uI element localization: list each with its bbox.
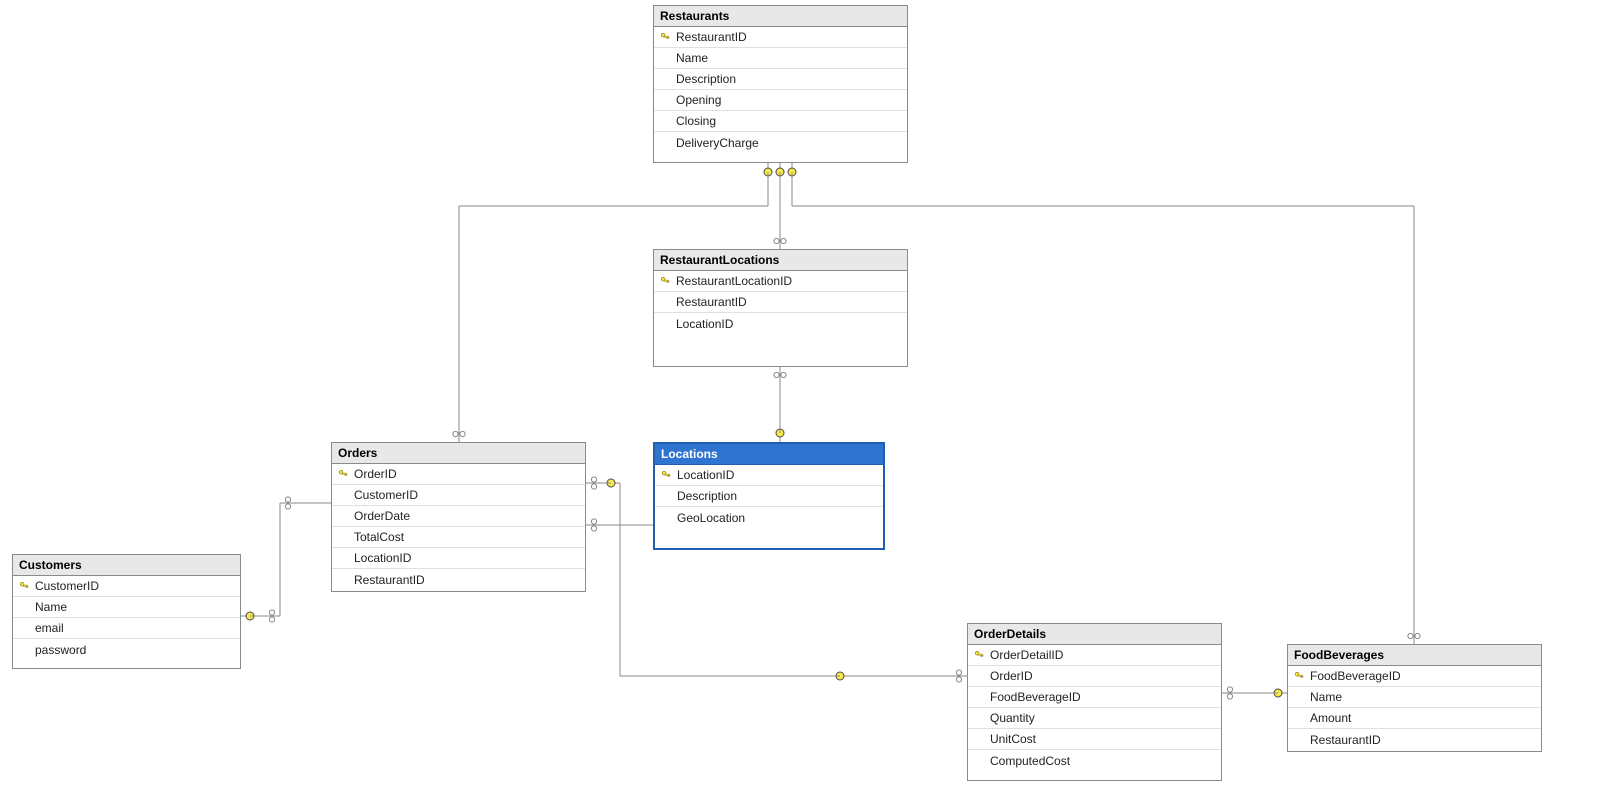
columns-list: OrderDetailID OrderID FoodBeverageID Quanti… (968, 645, 1221, 771)
column-name: RestaurantID (676, 295, 901, 309)
column-name: LocationID (676, 317, 901, 331)
column-name: Name (35, 600, 234, 614)
column-name: Description (676, 72, 901, 86)
column-row[interactable]: FoodBeverageID (1288, 666, 1541, 687)
column-row[interactable]: UnitCost (968, 729, 1221, 750)
column-name: Name (676, 51, 901, 65)
entity-title[interactable]: Restaurants (654, 6, 907, 27)
entity-title[interactable]: Locations (655, 444, 883, 465)
column-row[interactable]: Quantity (968, 708, 1221, 729)
column-row[interactable]: Name (1288, 687, 1541, 708)
column-row[interactable]: GeoLocation (655, 507, 883, 528)
column-name: RestaurantID (1310, 733, 1535, 747)
column-row[interactable]: Name (654, 48, 907, 69)
column-name: CustomerID (354, 488, 579, 502)
column-row[interactable]: RestaurantID (654, 27, 907, 48)
columns-list: OrderID CustomerID OrderDate TotalCost Locat… (332, 464, 585, 590)
column-name: LocationID (354, 551, 579, 565)
column-row[interactable]: LocationID (332, 548, 585, 569)
entity-title[interactable]: Orders (332, 443, 585, 464)
column-row[interactable]: Closing (654, 111, 907, 132)
column-name: OrderDate (354, 509, 579, 523)
column-row[interactable]: CustomerID (13, 576, 240, 597)
entity-restaurants[interactable]: Restaurants RestaurantID Name Description O… (653, 5, 908, 163)
column-name: GeoLocation (677, 511, 877, 525)
entity-orderDetails[interactable]: OrderDetails OrderDetailID OrderID FoodBev… (967, 623, 1222, 781)
column-name: Closing (676, 114, 901, 128)
column-name: TotalCost (354, 530, 579, 544)
columns-list: FoodBeverageID Name Amount RestaurantID (1288, 666, 1541, 750)
column-row[interactable]: RestaurantID (1288, 729, 1541, 750)
column-row[interactable]: Amount (1288, 708, 1541, 729)
column-row[interactable]: ComputedCost (968, 750, 1221, 771)
column-row[interactable]: email (13, 618, 240, 639)
column-row[interactable]: CustomerID (332, 485, 585, 506)
column-name: Quantity (990, 711, 1215, 725)
column-row[interactable]: OrderDate (332, 506, 585, 527)
column-name: Description (677, 489, 877, 503)
column-name: password (35, 643, 234, 657)
entity-locations[interactable]: Locations LocationID Description GeoLocati… (653, 442, 885, 550)
primary-key-icon (332, 469, 354, 479)
columns-list: RestaurantID Name Description Opening Closin… (654, 27, 907, 153)
column-row[interactable]: OrderID (968, 666, 1221, 687)
primary-key-icon (13, 581, 35, 591)
column-row[interactable]: Name (13, 597, 240, 618)
entity-title[interactable]: FoodBeverages (1288, 645, 1541, 666)
column-name: DeliveryCharge (676, 136, 901, 150)
columns-list: CustomerID Name email password (13, 576, 240, 660)
column-name: RestaurantID (354, 573, 579, 587)
column-name: FoodBeverageID (1310, 669, 1535, 683)
diagram-canvas: Restaurants RestaurantID Name Description O… (0, 0, 1613, 808)
entity-title[interactable]: RestaurantLocations (654, 250, 907, 271)
entity-restaurantLocations[interactable]: RestaurantLocations RestaurantLocationID… (653, 249, 908, 367)
column-row[interactable]: LocationID (655, 465, 883, 486)
columns-list: LocationID Description GeoLocation (655, 465, 883, 528)
column-name: Name (1310, 690, 1535, 704)
column-row[interactable]: FoodBeverageID (968, 687, 1221, 708)
column-name: RestaurantID (676, 30, 901, 44)
primary-key-icon (1288, 671, 1310, 681)
column-name: FoodBeverageID (990, 690, 1215, 704)
entity-customers[interactable]: Customers CustomerID Name email password (12, 554, 241, 669)
columns-list: RestaurantLocationID RestaurantID Location… (654, 271, 907, 334)
primary-key-icon (654, 276, 676, 286)
column-row[interactable]: password (13, 639, 240, 660)
column-row[interactable]: Opening (654, 90, 907, 111)
column-row[interactable]: RestaurantID (332, 569, 585, 590)
column-name: OrderID (354, 467, 579, 481)
column-name: email (35, 621, 234, 635)
column-row[interactable]: OrderDetailID (968, 645, 1221, 666)
entity-foodBeverages[interactable]: FoodBeverages FoodBeverageID Name Amount Re… (1287, 644, 1542, 752)
column-name: RestaurantLocationID (676, 274, 901, 288)
entity-title[interactable]: Customers (13, 555, 240, 576)
column-row[interactable]: LocationID (654, 313, 907, 334)
column-name: CustomerID (35, 579, 234, 593)
column-name: LocationID (677, 468, 877, 482)
entity-orders[interactable]: Orders OrderID CustomerID OrderDate TotalCo… (331, 442, 586, 592)
column-row[interactable]: DeliveryCharge (654, 132, 907, 153)
column-row[interactable]: Description (655, 486, 883, 507)
column-name: ComputedCost (990, 754, 1215, 768)
primary-key-icon (654, 32, 676, 42)
column-row[interactable]: RestaurantLocationID (654, 271, 907, 292)
column-row[interactable]: RestaurantID (654, 292, 907, 313)
column-name: OrderDetailID (990, 648, 1215, 662)
column-name: OrderID (990, 669, 1215, 683)
primary-key-icon (968, 650, 990, 660)
primary-key-icon (655, 470, 677, 480)
entity-title[interactable]: OrderDetails (968, 624, 1221, 645)
column-row[interactable]: OrderID (332, 464, 585, 485)
column-row[interactable]: Description (654, 69, 907, 90)
column-name: UnitCost (990, 732, 1215, 746)
column-name: Amount (1310, 711, 1535, 725)
column-row[interactable]: TotalCost (332, 527, 585, 548)
column-name: Opening (676, 93, 901, 107)
